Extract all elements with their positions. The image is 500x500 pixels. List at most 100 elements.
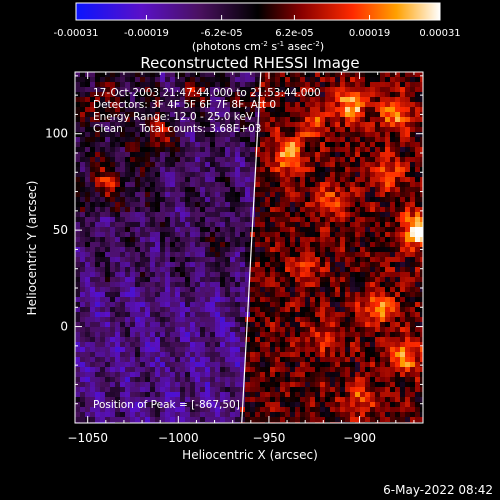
heatmap-cell bbox=[110, 132, 116, 138]
heatmap-cell bbox=[235, 197, 241, 203]
heatmap-cell bbox=[335, 97, 341, 103]
heatmap-cell bbox=[245, 97, 251, 103]
heatmap-cell bbox=[200, 367, 206, 373]
heatmap-cell bbox=[95, 117, 101, 123]
heatmap-cell bbox=[155, 177, 161, 183]
heatmap-cell bbox=[310, 252, 316, 258]
heatmap-cell bbox=[250, 122, 256, 128]
heatmap-cell bbox=[405, 147, 411, 153]
heatmap-cell bbox=[255, 87, 261, 93]
heatmap-cell bbox=[145, 277, 151, 283]
heatmap-cell bbox=[295, 402, 301, 408]
heatmap-cell bbox=[410, 332, 416, 338]
heatmap-cell bbox=[240, 132, 246, 138]
heatmap-cell bbox=[405, 282, 411, 288]
heatmap-cell bbox=[415, 237, 421, 243]
heatmap-cell bbox=[270, 202, 276, 208]
heatmap-cell bbox=[340, 147, 346, 153]
heatmap-cell bbox=[240, 97, 246, 103]
heatmap-cell bbox=[355, 142, 361, 148]
heatmap-cell bbox=[320, 122, 326, 128]
heatmap-cell bbox=[380, 157, 386, 163]
heatmap-cell bbox=[160, 247, 166, 253]
heatmap-cell bbox=[180, 407, 186, 413]
heatmap-cell bbox=[170, 177, 176, 183]
heatmap-cell bbox=[200, 187, 206, 193]
heatmap-cell bbox=[240, 182, 246, 188]
heatmap-cell bbox=[220, 377, 226, 383]
heatmap-cell bbox=[420, 117, 423, 123]
heatmap-cell bbox=[210, 187, 216, 193]
heatmap-cell bbox=[155, 212, 161, 218]
heatmap-cell bbox=[180, 92, 186, 98]
heatmap-cell bbox=[125, 347, 131, 353]
heatmap-cell bbox=[175, 267, 181, 273]
heatmap-cell bbox=[160, 317, 166, 323]
heatmap-cell bbox=[410, 417, 416, 423]
heatmap-cell bbox=[375, 362, 381, 368]
heatmap-cell bbox=[145, 112, 151, 118]
heatmap-cell bbox=[135, 297, 141, 303]
heatmap-cell bbox=[345, 327, 351, 333]
heatmap-cell bbox=[195, 417, 201, 423]
heatmap-cell bbox=[305, 247, 311, 253]
heatmap-cell bbox=[410, 212, 416, 218]
heatmap-cell bbox=[290, 377, 296, 383]
heatmap-cell bbox=[135, 97, 141, 103]
heatmap-cell bbox=[355, 172, 361, 178]
heatmap-cell bbox=[290, 362, 296, 368]
heatmap-cell bbox=[195, 322, 201, 328]
heatmap-cell bbox=[340, 197, 346, 203]
heatmap-cell bbox=[400, 292, 406, 298]
heatmap-cell bbox=[240, 117, 246, 123]
heatmap-cell bbox=[300, 127, 306, 133]
heatmap-cell bbox=[295, 227, 301, 233]
heatmap-cell bbox=[80, 262, 86, 268]
heatmap-cell bbox=[285, 192, 291, 198]
heatmap-cell bbox=[220, 92, 226, 98]
heatmap-cell bbox=[420, 417, 423, 423]
heatmap-cell bbox=[390, 287, 396, 293]
heatmap-cell bbox=[205, 92, 211, 98]
heatmap-cell bbox=[340, 172, 346, 178]
heatmap-cell bbox=[225, 87, 231, 93]
heatmap-cell bbox=[130, 247, 136, 253]
heatmap-cell bbox=[245, 197, 251, 203]
heatmap-cell bbox=[230, 102, 236, 108]
heatmap-cell bbox=[400, 337, 406, 343]
heatmap-cell bbox=[180, 377, 186, 383]
heatmap-cell bbox=[220, 87, 226, 93]
heatmap-cell bbox=[270, 172, 276, 178]
heatmap-cell bbox=[360, 342, 366, 348]
heatmap-cell bbox=[170, 377, 176, 383]
heatmap-cell bbox=[205, 132, 211, 138]
heatmap-cell bbox=[320, 187, 326, 193]
heatmap-cell bbox=[160, 362, 166, 368]
heatmap-cell bbox=[140, 297, 146, 303]
heatmap-cell bbox=[330, 227, 336, 233]
heatmap-cell bbox=[125, 112, 131, 118]
heatmap-cell bbox=[85, 377, 91, 383]
heatmap-cell bbox=[165, 242, 171, 248]
heatmap-cell bbox=[120, 137, 126, 143]
heatmap-cell bbox=[120, 222, 126, 228]
heatmap-cell bbox=[115, 292, 121, 298]
heatmap-cell bbox=[360, 377, 366, 383]
heatmap-cell bbox=[345, 122, 351, 128]
heatmap-cell bbox=[320, 257, 326, 263]
heatmap-cell bbox=[75, 142, 81, 148]
heatmap-cell bbox=[115, 217, 121, 223]
heatmap-cell bbox=[315, 102, 321, 108]
heatmap-cell bbox=[375, 132, 381, 138]
heatmap-cell bbox=[240, 92, 246, 98]
heatmap-cell bbox=[245, 87, 251, 93]
heatmap-cell bbox=[120, 97, 126, 103]
heatmap-cell bbox=[335, 372, 341, 378]
heatmap-cell bbox=[175, 417, 181, 423]
heatmap-cell bbox=[350, 267, 356, 273]
heatmap-cell bbox=[250, 392, 256, 398]
heatmap-cell bbox=[365, 192, 371, 198]
heatmap-cell bbox=[290, 257, 296, 263]
heatmap-cell bbox=[270, 222, 276, 228]
heatmap-cell bbox=[285, 282, 291, 288]
